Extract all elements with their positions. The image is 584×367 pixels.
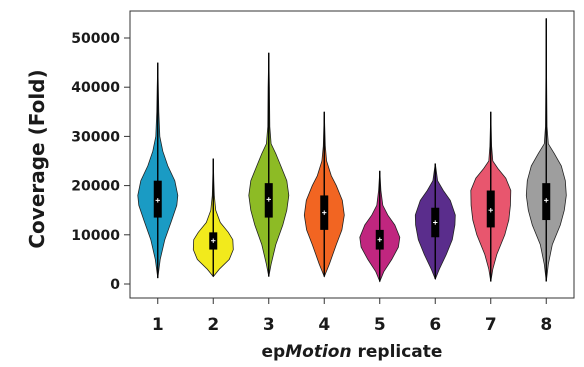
y-axis-title: Coverage (Fold) <box>25 69 49 248</box>
x-tick-label: 7 <box>485 315 497 335</box>
y-tick-label: 40000 <box>71 80 120 96</box>
x-tick-label: 6 <box>429 315 441 335</box>
x-axis-title: epMotion replicate <box>262 342 443 362</box>
x-axis-title-suffix: replicate <box>352 342 443 362</box>
y-tick-label: 0 <box>110 277 120 293</box>
y-tick-label: 50000 <box>71 31 120 47</box>
y-axis: 0 10000 20000 30000 40000 50000 <box>71 31 130 293</box>
x-tick-label: 8 <box>540 315 552 335</box>
x-tick-label: 4 <box>318 315 330 335</box>
x-tick-label: 5 <box>374 315 386 335</box>
y-tick-label: 30000 <box>71 129 120 145</box>
plot-frame <box>129 10 575 299</box>
y-tick-label: 10000 <box>71 228 120 244</box>
x-tick-label: 1 <box>152 315 164 335</box>
x-axis-title-prefix: ep <box>262 342 286 362</box>
y-tick-label: 20000 <box>71 179 120 195</box>
violins-layer <box>137 18 567 283</box>
x-tick-label: 2 <box>207 315 219 335</box>
x-tick-label: 3 <box>263 315 275 335</box>
x-axis-title-italic: Motion <box>285 342 351 362</box>
x-axis: 1 2 3 4 5 6 7 8 <box>152 298 552 335</box>
